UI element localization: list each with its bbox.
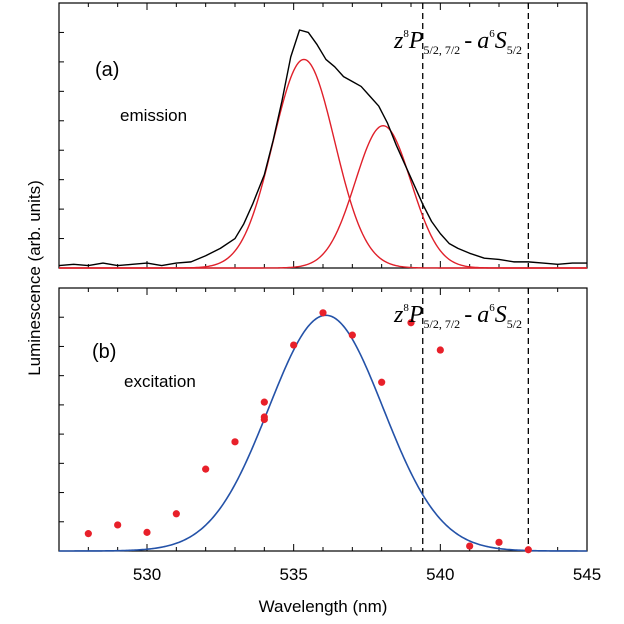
excitation-fit-curve — [59, 314, 587, 552]
panel-b-transition-label: z8P5/2, 7/2- a6S5/2 — [393, 302, 522, 331]
excitation-point — [260, 413, 268, 421]
excitation-point — [495, 538, 503, 546]
excitation-point — [231, 438, 239, 446]
panel-b-vlines — [422, 288, 529, 551]
y-axis-label: Luminescence (arb. units) — [25, 180, 44, 376]
excitation-point — [436, 346, 444, 354]
excitation-point — [290, 341, 298, 349]
panel-b-series — [59, 309, 587, 554]
panel-b-ticks — [58, 288, 588, 551]
x-tick-label: 535 — [279, 565, 307, 584]
excitation-point — [114, 521, 122, 529]
panel-b-label: (b) — [92, 341, 116, 363]
panel-a-annotation: emission — [120, 106, 187, 125]
x-tick-label: 545 — [573, 565, 601, 584]
excitation-point — [84, 530, 92, 538]
excitation-point — [348, 331, 356, 339]
excitation-point — [143, 528, 151, 536]
x-tick-labels: 530 535 540 545 — [133, 565, 601, 584]
panel-a-transition-label: z8P5/2, 7/2- a6S5/2 — [393, 28, 522, 57]
excitation-point — [202, 465, 210, 473]
excitation-point — [378, 378, 386, 386]
excitation-point — [172, 510, 180, 518]
x-tick-label: 540 — [426, 565, 454, 584]
x-axis-label: Wavelength (nm) — [259, 597, 388, 616]
panel-a-series — [58, 29, 587, 269]
excitation-point — [466, 542, 474, 550]
excitation-point — [524, 546, 532, 554]
emission-fit-curve — [59, 124, 587, 269]
excitation-point — [319, 309, 327, 317]
emission-fit-curve — [59, 58, 587, 269]
x-tick-label: 530 — [133, 565, 161, 584]
excitation-point — [407, 319, 415, 327]
panel-a-vlines — [422, 3, 529, 268]
panel-b-annotation: excitation — [124, 372, 196, 391]
excitation-point — [260, 398, 268, 406]
panel-a-label: (a) — [95, 59, 119, 81]
emission-spectrum-line — [58, 29, 587, 267]
